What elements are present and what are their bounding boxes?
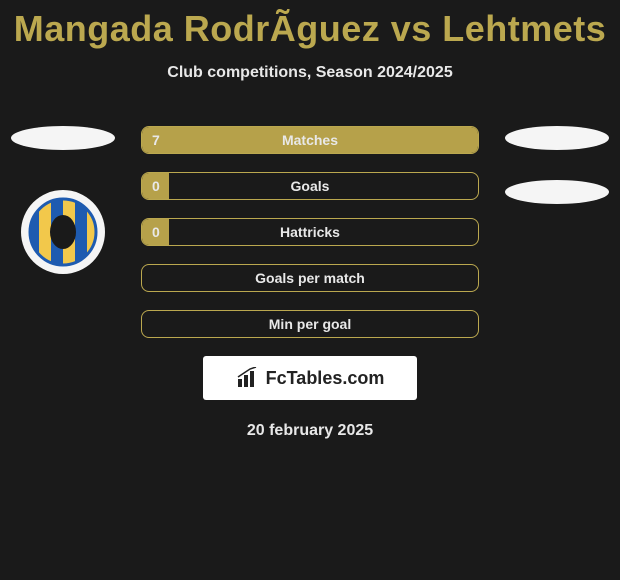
player-left-club-badge xyxy=(21,190,105,274)
logo-text: FcTables.com xyxy=(266,368,385,389)
bar-track: 0 Goals xyxy=(141,172,479,200)
bar-label: Hattricks xyxy=(280,224,340,240)
stat-bars: 7 Matches 0 Goals 0 Hattricks Goals per … xyxy=(141,126,479,338)
bar-matches: 7 Matches xyxy=(141,126,479,154)
date-text: 20 february 2025 xyxy=(0,422,620,440)
fctables-logo[interactable]: FcTables.com xyxy=(203,356,417,400)
bar-label: Matches xyxy=(282,132,338,148)
chart-icon xyxy=(236,367,260,389)
comparison-panel: 7 Matches 0 Goals 0 Hattricks Goals per … xyxy=(0,126,620,440)
bar-label: Goals xyxy=(291,178,330,194)
bar-label: Goals per match xyxy=(255,270,365,286)
bar-track: Min per goal xyxy=(141,310,479,338)
player-right-name-placeholder xyxy=(505,126,609,150)
player-right-club-placeholder xyxy=(505,180,609,204)
bar-hattricks: 0 Hattricks xyxy=(141,218,479,246)
bar-value-left: 0 xyxy=(152,178,160,194)
club-badge-icon xyxy=(27,196,99,268)
bar-track: Goals per match xyxy=(141,264,479,292)
bar-track: 0 Hattricks xyxy=(141,218,479,246)
bar-label: Min per goal xyxy=(269,316,351,332)
player-left-name-placeholder xyxy=(11,126,115,150)
bar-value-left: 7 xyxy=(152,132,160,148)
bar-min-per-goal: Min per goal xyxy=(141,310,479,338)
subtitle: Club competitions, Season 2024/2025 xyxy=(0,64,620,82)
left-player-column xyxy=(8,126,118,274)
bar-value-left: 0 xyxy=(152,224,160,240)
bar-track: 7 Matches xyxy=(141,126,479,154)
bar-goals: 0 Goals xyxy=(141,172,479,200)
bar-goals-per-match: Goals per match xyxy=(141,264,479,292)
right-player-column xyxy=(502,126,612,204)
page-title: Mangada RodrÃ­guez vs Lehtmets xyxy=(0,0,620,50)
